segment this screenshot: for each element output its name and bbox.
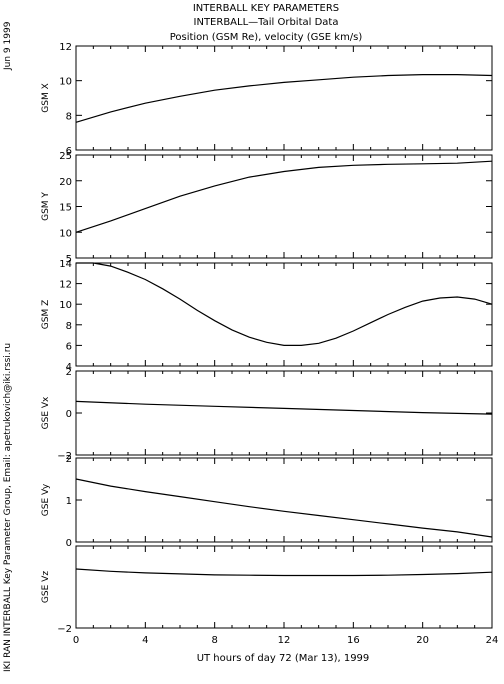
x-axis-label: UT hours of day 72 (Mar 13), 1999 bbox=[197, 653, 370, 664]
y-axis-label: GSM Y bbox=[41, 192, 51, 221]
x-tick-label: 8 bbox=[211, 635, 217, 646]
panel-frame bbox=[75, 545, 493, 629]
series-line bbox=[75, 478, 493, 538]
y-tick-label: 12 bbox=[59, 42, 72, 53]
panel-5: −2 GSE Vz bbox=[41, 545, 493, 635]
title-line-3: Position (GSM Re), velocity (GSE km/s) bbox=[170, 32, 363, 43]
y-tick-label: 14 bbox=[59, 259, 72, 270]
series-line bbox=[75, 160, 493, 233]
panel-1: 5 10 15 20 25 GSM Y bbox=[41, 151, 493, 265]
y-tick-label: 1 bbox=[66, 496, 72, 507]
y-tick-label: −2 bbox=[57, 451, 72, 462]
credit-label: IKI RAN INTERBALL Key Parameter Group, E… bbox=[3, 343, 13, 672]
chart-title: INTERBALL KEY PARAMETERS INTERBALL—Tail … bbox=[170, 3, 363, 43]
y-tick-label: 6 bbox=[66, 146, 72, 157]
x-tick-label: 0 bbox=[73, 635, 79, 646]
x-tick-label: 12 bbox=[278, 635, 291, 646]
x-tick-label: 4 bbox=[142, 635, 148, 646]
y-tick-label: 25 bbox=[59, 151, 72, 162]
y-tick-label: 10 bbox=[59, 228, 72, 239]
y-tick-label: 2 bbox=[66, 454, 72, 465]
y-axis-label: GSE Vz bbox=[41, 571, 51, 603]
x-tick-label: 16 bbox=[347, 635, 360, 646]
y-tick-label: 5 bbox=[66, 254, 72, 265]
y-axis-label: GSE Vx bbox=[41, 396, 51, 429]
panel-frame bbox=[75, 154, 493, 259]
y-tick-label: 4 bbox=[66, 362, 72, 373]
y-axis-label: GSM Z bbox=[41, 300, 51, 329]
y-tick-label: 6 bbox=[66, 341, 72, 352]
x-tick-label: 24 bbox=[486, 635, 499, 646]
series-line bbox=[75, 568, 493, 577]
y-tick-label: 0 bbox=[66, 409, 72, 420]
y-tick-label: 0 bbox=[66, 538, 72, 549]
y-tick-label: 8 bbox=[66, 111, 72, 122]
y-tick-label: 10 bbox=[59, 77, 72, 88]
series-line bbox=[75, 74, 493, 123]
panel-3: −2 0 2 GSE Vx bbox=[41, 367, 493, 462]
panel-4: 0 1 2 GSE Vy bbox=[41, 454, 493, 549]
y-tick-label: 8 bbox=[66, 321, 72, 332]
y-tick-label: −2 bbox=[57, 624, 72, 635]
panel-frame bbox=[75, 262, 493, 367]
y-tick-label: 2 bbox=[66, 367, 72, 378]
y-axis-label: GSM X bbox=[41, 83, 51, 112]
y-tick-label: 10 bbox=[59, 300, 72, 311]
x-tick-label: 20 bbox=[416, 635, 429, 646]
panel-2: 4 6 8 10 12 14 GSM Z bbox=[41, 259, 493, 373]
series-line bbox=[75, 400, 493, 415]
title-line-2: INTERBALL—Tail Orbital Data bbox=[194, 17, 339, 28]
y-axis-label: GSE Vy bbox=[41, 483, 51, 516]
panel-0: 6 8 10 12 GSM X bbox=[41, 42, 493, 157]
date-label: Jun 9 1999 bbox=[3, 21, 13, 71]
y-tick-label: 20 bbox=[59, 177, 72, 188]
panel-frame bbox=[75, 45, 493, 151]
series-line bbox=[76, 262, 493, 346]
y-tick-label: 15 bbox=[59, 203, 72, 214]
title-line-1: INTERBALL KEY PARAMETERS bbox=[193, 3, 339, 14]
y-tick-label: 12 bbox=[59, 280, 72, 291]
